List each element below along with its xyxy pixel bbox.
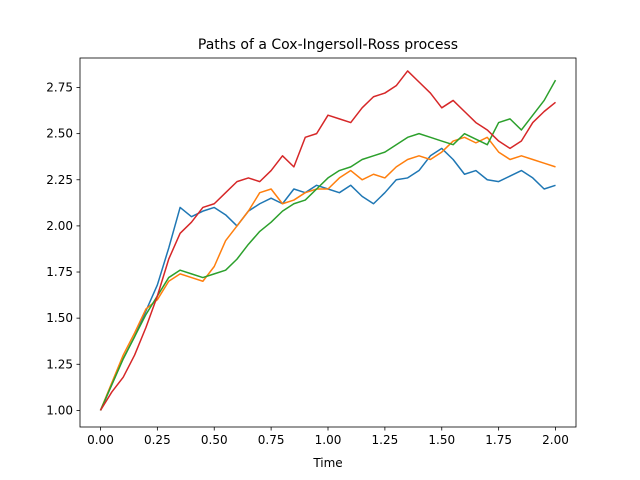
x-tick-label: 0.00 [87, 433, 114, 447]
x-tick-label: 1.50 [428, 433, 455, 447]
x-tick-label: 0.50 [201, 433, 228, 447]
y-tick-label: 2.00 [46, 219, 73, 233]
y-axis: 1.00 1.25 1.50 1.75 2.00 2.25 2.50 2.75 [46, 81, 80, 417]
x-axis-label: Time [312, 456, 342, 470]
y-tick-label: 2.75 [46, 81, 73, 95]
x-axis: 0.00 0.25 0.50 0.75 1.00 1.25 1.50 1.75 2.00 [87, 427, 569, 447]
series-line-4 [99, 70, 556, 411]
x-tick-label: 0.25 [144, 433, 171, 447]
y-tick-label: 1.75 [46, 265, 73, 279]
y-tick-label: 1.25 [46, 357, 73, 371]
y-tick-label: 2.25 [46, 173, 73, 187]
x-tick-label: 1.00 [315, 433, 342, 447]
x-tick-label: 1.75 [485, 433, 512, 447]
x-tick-label: 0.75 [258, 433, 285, 447]
y-tick-label: 2.50 [46, 127, 73, 141]
x-tick-label: 2.00 [542, 433, 569, 447]
y-tick-label: 1.00 [46, 403, 73, 417]
series-line-3 [99, 79, 557, 411]
chart-title: Paths of a Cox-Ingersoll-Ross process [198, 37, 458, 53]
y-tick-label: 1.50 [46, 311, 73, 325]
series-layer [99, 70, 557, 411]
x-tick-label: 1.25 [372, 433, 399, 447]
